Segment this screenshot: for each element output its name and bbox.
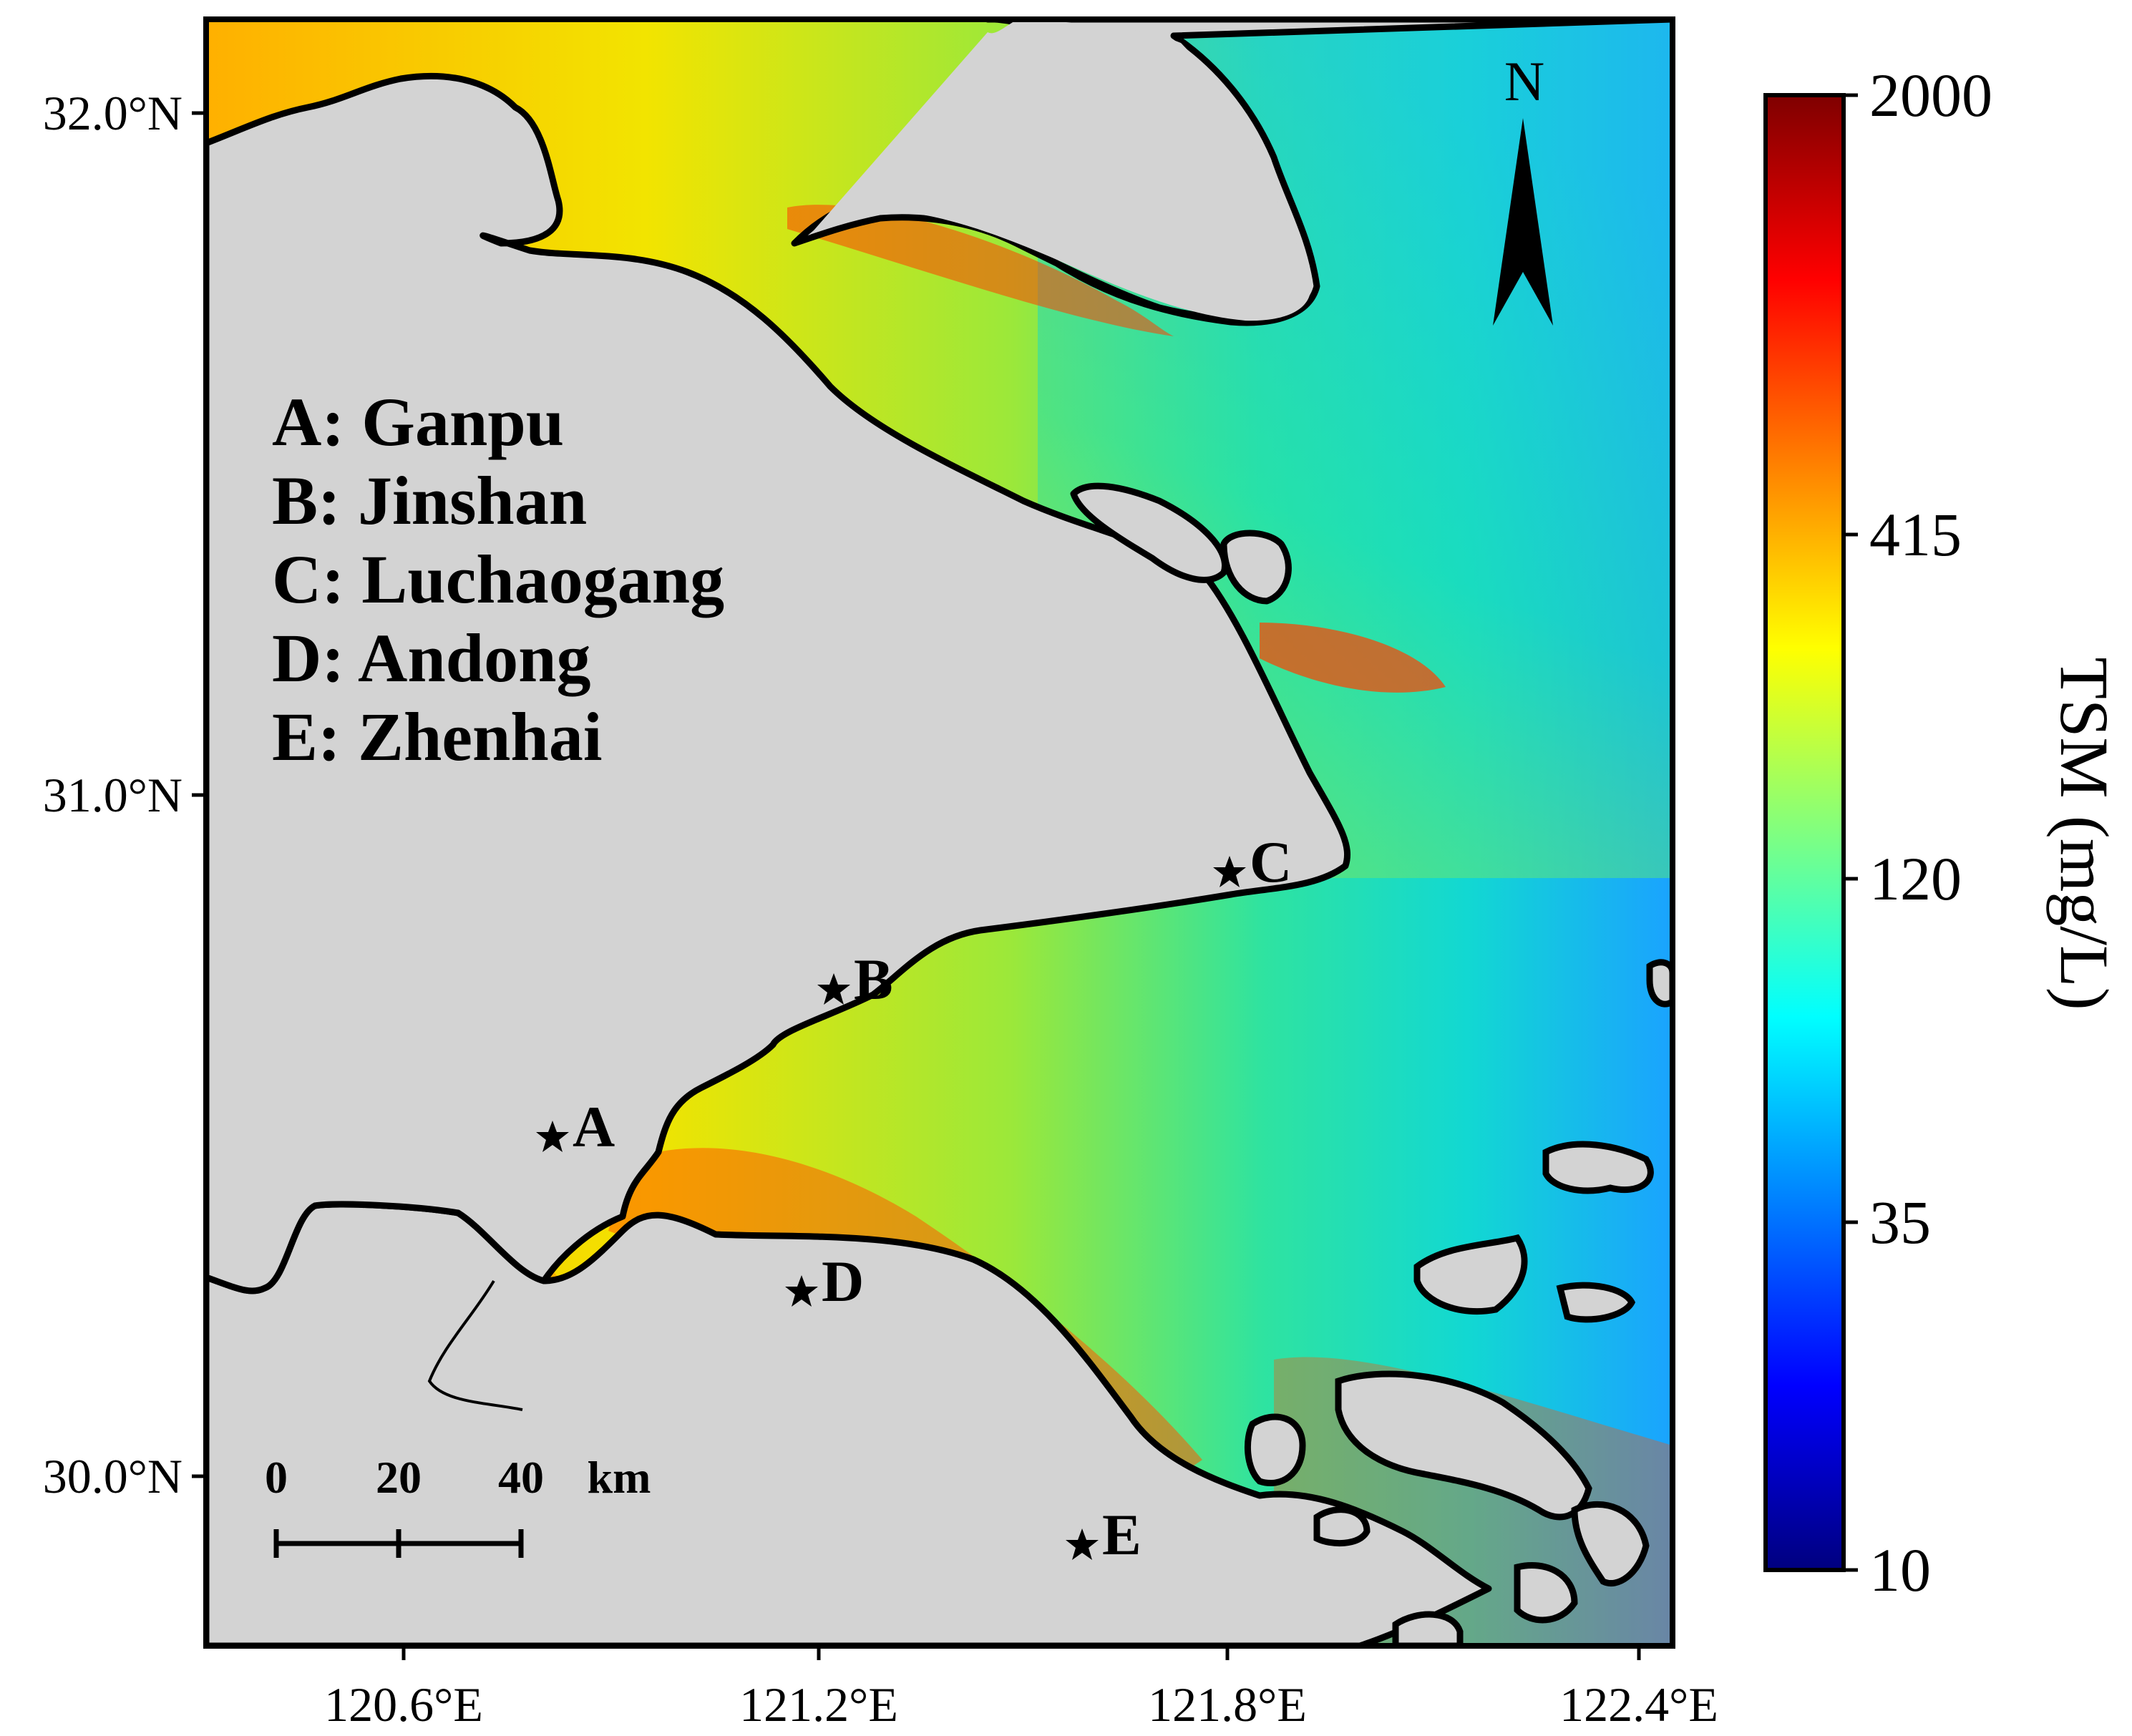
legend-entry-e: E: Zhenhai: [272, 698, 602, 775]
lat-label-31: 31.0°N: [43, 768, 182, 822]
legend-entry-a: A: Ganpu: [272, 384, 564, 460]
legend-entry-d: D: Andong: [272, 620, 591, 696]
island-northeast-small: [1646, 959, 1673, 1008]
lon-label-121-2: 121.2°E: [739, 1677, 898, 1732]
site-label-d: D: [822, 1249, 864, 1314]
site-B-jinshan: B: [817, 947, 893, 1012]
scale-tick-20: 20: [376, 1452, 422, 1503]
site-A-ganpu: A: [536, 1094, 615, 1159]
island-east-1: [1556, 1282, 1636, 1323]
island-daishan: [1413, 1234, 1528, 1315]
island-west: [1244, 1413, 1306, 1487]
legend-entry-b: B: Jinshan: [272, 462, 587, 539]
legend-entry-c: C: Luchaogang: [272, 541, 724, 618]
colorbar-label-35: 35: [1869, 1188, 1931, 1257]
changxing-island: [1070, 482, 1228, 583]
scale-bar: 0 20 40 km: [265, 1452, 651, 1558]
star-icon: [1066, 1528, 1099, 1560]
lat-label-30: 30.0°N: [43, 1449, 182, 1503]
turbidity-estuary-shoal: [1260, 623, 1446, 693]
latitude-axis: 32.0°N 31.0°N 30.0°N: [43, 86, 206, 1503]
lat-label-32: 32.0°N: [43, 86, 182, 140]
site-label-c: C: [1250, 829, 1292, 894]
lon-label-122-4: 122.4°E: [1559, 1677, 1718, 1732]
star-icon: [817, 973, 850, 1005]
colorbar-gradient: [1763, 93, 1846, 1572]
island-south-2: [1392, 1611, 1464, 1646]
star-icon: [1213, 856, 1246, 887]
island-qushan: [1542, 1141, 1654, 1194]
star-icon: [785, 1275, 818, 1307]
chongming-island-body: [809, 20, 1311, 321]
qiantang-river-channel: [427, 1279, 523, 1411]
site-label-b: B: [854, 947, 893, 1012]
site-legend: A: Ganpu B: Jinshan C: Luchaogang D: And…: [272, 384, 724, 775]
island-south-1: [1514, 1561, 1578, 1624]
island-jintang: [1313, 1506, 1371, 1547]
colorbar-title: TSM (mg/L): [2046, 657, 2123, 1010]
north-arrow-icon: [1493, 118, 1553, 326]
site-E-zhenhai: E: [1066, 1502, 1142, 1567]
site-label-a: A: [573, 1094, 615, 1159]
colorbar-label-10: 10: [1869, 1536, 1931, 1604]
colorbar-label-120: 120: [1869, 844, 1962, 913]
lon-label-121-8: 121.8°E: [1148, 1677, 1307, 1732]
star-icon: [536, 1121, 569, 1152]
map-frame: [203, 16, 1675, 1649]
scale-unit: km: [588, 1452, 651, 1503]
colorbar: 2000 415 120 35 10 TSM (mg/L): [1763, 61, 2123, 1604]
map-panel: A B C D E A: Ganpu B: Jinshan C: Lu: [206, 19, 1673, 1646]
lon-label-120-6: 120.6°E: [324, 1677, 483, 1732]
site-D-andong: D: [785, 1249, 864, 1314]
land-north-bank: [206, 72, 1351, 1294]
island-liuheng: [1571, 1501, 1650, 1586]
north-arrow-label: N: [1504, 50, 1544, 112]
hengsha-island: [1220, 530, 1292, 605]
scale-tick-40: 40: [498, 1452, 544, 1503]
scale-tick-0: 0: [265, 1452, 288, 1503]
site-C-luchaogang: C: [1213, 829, 1292, 894]
longitude-axis: 120.6°E 121.2°E 121.8°E 122.4°E: [324, 1646, 1718, 1732]
turbidity-north-branch: [787, 205, 1174, 336]
zhoushan-islands: [1244, 959, 1673, 1646]
site-markers: A B C D E: [536, 829, 1292, 1567]
colorbar-label-2000: 2000: [1869, 61, 1992, 130]
colorbar-label-415: 415: [1869, 500, 1962, 569]
north-arrow: N: [1493, 50, 1553, 326]
site-label-e: E: [1102, 1502, 1142, 1567]
